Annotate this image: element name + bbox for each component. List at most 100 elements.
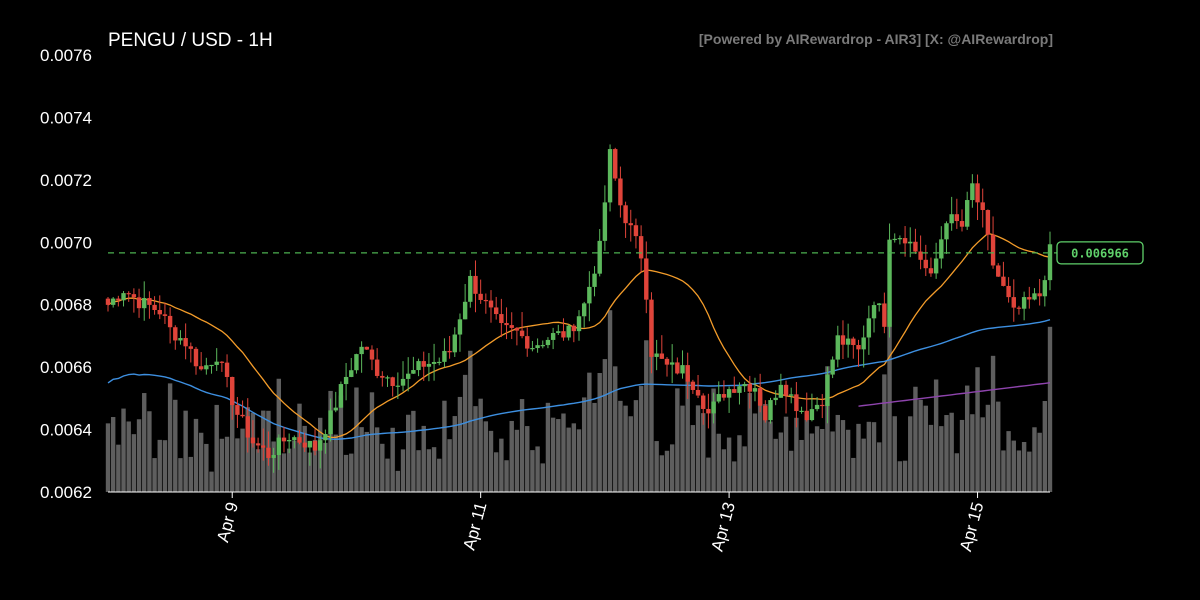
candle-body: [116, 298, 121, 301]
volume-bar: [193, 418, 199, 492]
candle-body: [147, 298, 152, 305]
volume-bar: [421, 425, 426, 492]
volume-bar: [701, 413, 706, 492]
volume-bar: [669, 444, 675, 492]
candle-body: [209, 364, 214, 367]
candle-body: [390, 377, 395, 387]
candle-body: [939, 239, 944, 259]
candle-body: [840, 335, 846, 345]
candle-body: [131, 294, 137, 298]
candle-body: [866, 318, 872, 338]
volume-bar: [747, 393, 753, 492]
volume-bar: [426, 449, 432, 492]
candle-body: [638, 236, 644, 259]
volume-bar: [509, 420, 514, 492]
candle-body: [913, 241, 918, 252]
candle-body: [152, 304, 157, 311]
y-tick-label: 0.0070: [40, 233, 92, 252]
candle-body: [607, 149, 613, 203]
candle-body: [587, 286, 592, 304]
volume-bar: [255, 449, 261, 492]
candle-body: [680, 365, 685, 374]
candle-body: [328, 410, 333, 435]
candle-body: [571, 325, 577, 332]
candle-body: [923, 259, 928, 269]
candle-body: [374, 359, 380, 376]
candle-body: [1001, 276, 1006, 286]
volume-bar: [349, 453, 354, 492]
candle-body: [333, 407, 338, 411]
candle-body: [457, 319, 463, 335]
candle-body: [726, 389, 732, 398]
volume-bar: [235, 438, 240, 492]
volume-bar: [1027, 451, 1032, 492]
candle-body: [499, 314, 504, 324]
candle-body: [1027, 297, 1032, 300]
volume-bar: [204, 443, 209, 492]
candle-body: [473, 275, 478, 294]
volume-bar: [706, 457, 711, 492]
volume-bar: [861, 438, 866, 492]
candle-body: [468, 275, 473, 302]
candle-body: [783, 384, 789, 396]
candle-body: [799, 410, 804, 412]
candle-body: [861, 337, 866, 350]
current-price-label: 0.006966: [1071, 246, 1129, 260]
candle-body: [954, 214, 960, 222]
volume-bar: [918, 399, 923, 492]
candle-body: [716, 394, 721, 402]
candle-body: [949, 214, 954, 224]
volume-bar: [380, 443, 385, 492]
candle-body: [597, 240, 602, 274]
volume-bar: [581, 397, 587, 492]
volume-bar: [1032, 427, 1037, 492]
y-tick-label: 0.0066: [40, 358, 92, 377]
volume-bar: [597, 373, 602, 492]
y-tick-label: 0.0064: [40, 421, 92, 440]
volume-bar: [716, 433, 721, 492]
volume-bar: [876, 442, 882, 492]
candle-body: [695, 389, 701, 396]
x-axis: Apr 9 Apr 11 Apr 13 Apr 15: [108, 491, 1050, 553]
candle-body: [959, 221, 965, 227]
volume-bar: [545, 402, 551, 492]
candle-body: [349, 370, 354, 377]
candle-body: [830, 359, 835, 375]
volume-bar: [757, 392, 763, 492]
volume-bar: [540, 463, 545, 492]
candle-body: [281, 437, 287, 442]
candles: [105, 144, 1053, 473]
y-axis: 0.0062 0.0064 0.0066 0.0068 0.0070 0.0072 0.00…: [40, 46, 92, 502]
candle-body: [814, 404, 820, 410]
candle-body: [706, 408, 711, 414]
volume-bar: [871, 422, 877, 492]
candle-body: [255, 443, 261, 446]
volume-bar: [587, 372, 592, 492]
candle-body: [535, 345, 540, 349]
candle-body: [488, 300, 494, 308]
volume-bar: [902, 460, 908, 492]
candle-body: [876, 303, 882, 306]
candle-body: [286, 439, 292, 442]
candle-body: [318, 440, 323, 451]
candle-body: [908, 241, 913, 244]
volume-bar: [794, 417, 799, 492]
candle-body: [204, 365, 209, 370]
volume-bar: [633, 400, 639, 492]
candle-body: [167, 315, 173, 328]
candle-body: [178, 338, 183, 341]
volume-bar: [908, 416, 913, 492]
volume-bar: [224, 436, 230, 492]
ma-extra-line: [858, 382, 1051, 407]
candle-body: [618, 178, 623, 206]
volume-bar: [478, 398, 483, 492]
volume-bar: [933, 379, 939, 492]
candle-body: [235, 405, 240, 415]
volume-bar: [110, 417, 116, 492]
volume-bar: [970, 414, 975, 492]
candle-body: [462, 301, 468, 320]
candle-body: [1016, 307, 1022, 309]
volume-bar: [1037, 432, 1042, 492]
candle-body: [566, 325, 571, 338]
